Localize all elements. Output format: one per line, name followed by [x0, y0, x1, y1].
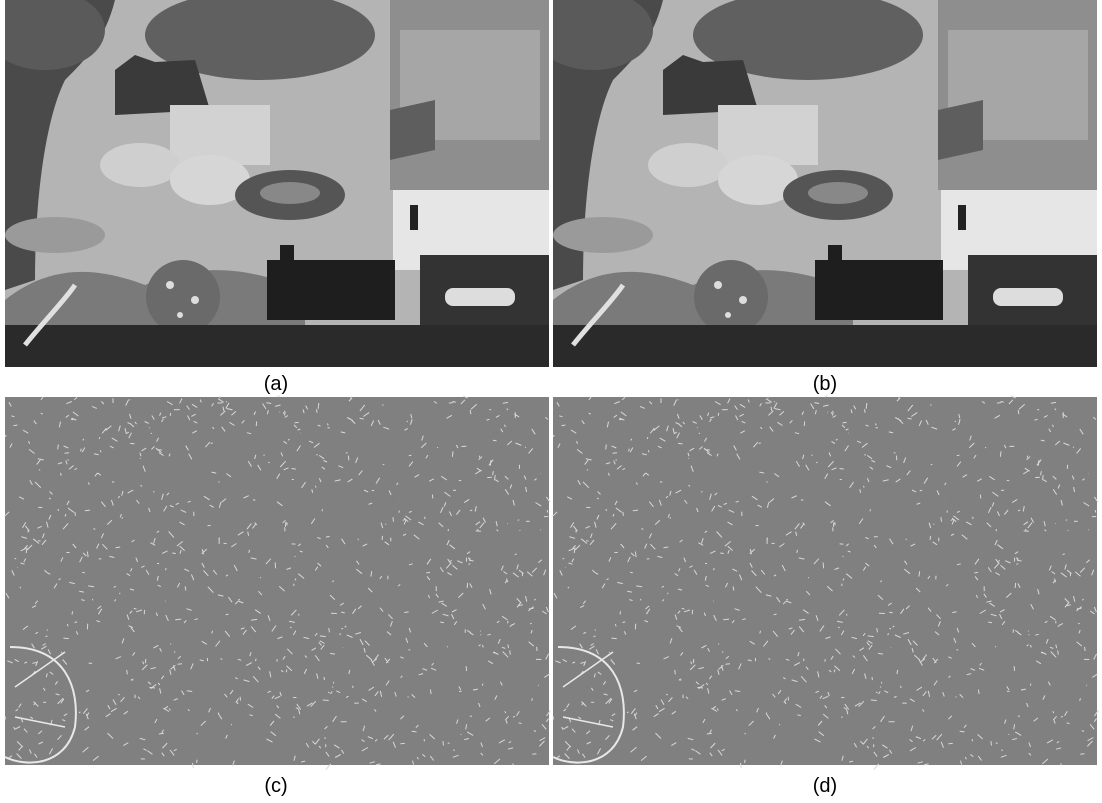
- image-b: [533, 0, 1097, 367]
- figure: (a) (b) (c) (d): [0, 0, 1102, 803]
- caption: (a): [264, 373, 288, 395]
- caption: (c): [264, 775, 287, 797]
- image-a: [0, 0, 549, 367]
- image-c: [5, 396, 551, 770]
- image-d: [553, 396, 1099, 770]
- caption: (d): [813, 775, 837, 797]
- page: (a) (b) (c) (d) (() => { const data = JS…: [0, 0, 1102, 803]
- caption: (b): [813, 373, 837, 395]
